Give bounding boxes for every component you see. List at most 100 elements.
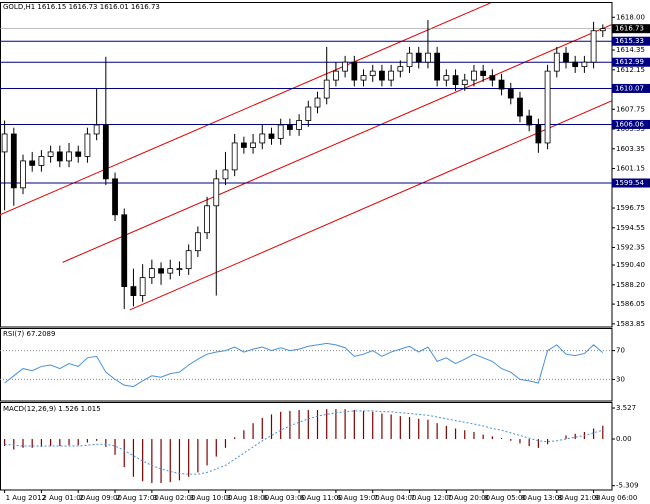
x-tick-label: 3 Aug 02:00 xyxy=(153,494,196,502)
macd-bar xyxy=(399,416,401,440)
level-label-box xyxy=(612,119,650,129)
candle-body xyxy=(286,124,293,130)
candle-body xyxy=(268,133,275,139)
macd-bar xyxy=(381,413,383,440)
candle-body xyxy=(498,79,505,90)
candle-body xyxy=(148,268,155,279)
macd-bar xyxy=(454,428,457,440)
macd-bar xyxy=(178,439,181,481)
level-label: 1599.54 xyxy=(615,179,644,187)
y-tick-label: 1618.00 xyxy=(616,13,645,21)
candle-body xyxy=(277,124,284,139)
macd-bar xyxy=(408,417,411,440)
candle-body xyxy=(259,133,266,144)
macd-bar xyxy=(114,439,116,455)
candle-body xyxy=(38,156,45,166)
macd-bar xyxy=(362,410,365,440)
panel xyxy=(4,409,604,483)
candle-body xyxy=(102,124,109,180)
last-price-box xyxy=(612,24,650,34)
candle-body xyxy=(507,88,514,99)
macd-bar xyxy=(197,439,199,473)
macd-bar xyxy=(574,433,576,440)
candle-body xyxy=(296,120,302,130)
candle-body xyxy=(240,142,247,148)
macd-bar xyxy=(123,439,125,468)
rsi-line xyxy=(4,342,604,388)
macd-bar xyxy=(464,430,466,440)
candle-body xyxy=(314,97,321,108)
x-tick-label: 2 Aug 17:00 xyxy=(116,494,159,502)
candle-body xyxy=(599,28,606,32)
candle-body xyxy=(379,70,385,81)
macd-bar xyxy=(436,423,438,440)
candle-body xyxy=(590,30,597,63)
candle-body xyxy=(406,52,413,68)
y-tick-label: -5.309 xyxy=(616,482,639,490)
macd-bar xyxy=(77,439,79,446)
macd-bar xyxy=(270,414,273,440)
macd-bar xyxy=(50,439,52,447)
macd-frame xyxy=(0,402,613,491)
y-tick-label: 1605.55 xyxy=(616,125,645,133)
x-tick-label: 6 Aug 03:00 xyxy=(263,494,306,502)
level-label: 1615.33 xyxy=(615,37,644,45)
candle-body xyxy=(425,52,431,63)
macd-bar xyxy=(13,439,15,450)
macd-bar xyxy=(215,439,217,457)
main-title: GOLD,H1 1616.15 1616.73 1616.01 1616.73 xyxy=(3,3,160,11)
macd-bar xyxy=(132,439,135,477)
candle-body xyxy=(158,268,164,274)
macd-bar xyxy=(298,410,300,440)
candle-body xyxy=(130,286,137,296)
y-tick-label: 1583.85 xyxy=(616,320,645,328)
x-tick-label: 7 Aug 20:00 xyxy=(447,494,490,502)
candle-body xyxy=(194,232,201,252)
macd-bar xyxy=(335,409,337,440)
macd-bar xyxy=(59,439,61,447)
y-tick-label: 1612.15 xyxy=(616,66,645,74)
candle-body xyxy=(305,106,312,121)
candle-body xyxy=(526,115,533,126)
level-label: 1612.99 xyxy=(615,58,644,66)
channel-line xyxy=(0,2,491,216)
panel xyxy=(0,342,612,388)
candle-body xyxy=(480,70,487,77)
candle-body xyxy=(204,205,210,234)
macd-bar xyxy=(344,409,346,440)
candle-body xyxy=(176,268,183,271)
macd-bar xyxy=(31,439,33,448)
candle-body xyxy=(553,52,560,72)
candle-body xyxy=(489,75,496,81)
candle-body xyxy=(517,97,523,117)
x-tick-label: 8 Aug 05:00 xyxy=(484,494,527,502)
candle-body xyxy=(93,124,100,135)
last-price-label: 1616.73 xyxy=(615,25,644,33)
candle-body xyxy=(231,142,238,171)
macd-title: MACD(12,26,9) 1.526 1.015 xyxy=(3,405,101,413)
candle-body xyxy=(581,61,588,68)
candle-body xyxy=(222,169,229,180)
candle-body xyxy=(397,66,404,72)
candle-body xyxy=(1,133,8,153)
candle-body xyxy=(185,250,192,270)
candle-body xyxy=(112,178,118,216)
macd-bar xyxy=(602,425,604,440)
x-tick-label: 7 Aug 04:00 xyxy=(374,494,417,502)
candle-body xyxy=(388,70,395,81)
channel-line xyxy=(62,23,612,263)
level-label-box xyxy=(612,178,650,188)
x-tick-label: 6 Aug 19:00 xyxy=(337,494,380,502)
macd-bar xyxy=(592,428,595,440)
candle-body xyxy=(323,79,330,99)
macd-bar xyxy=(261,417,263,440)
candle-body xyxy=(563,52,569,63)
level-label-box xyxy=(612,57,650,67)
candle-body xyxy=(167,268,174,274)
x-tick-label: 8 Aug 13:00 xyxy=(521,494,564,502)
panel xyxy=(0,2,612,311)
macd-bar xyxy=(96,439,98,441)
macd-bar xyxy=(418,418,420,440)
